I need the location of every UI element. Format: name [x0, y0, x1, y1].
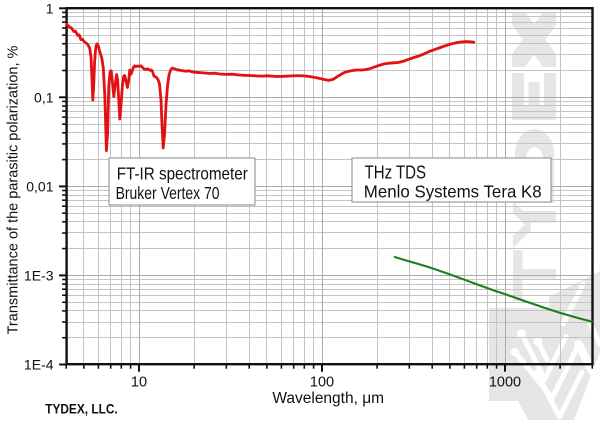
svg-text:Transmittance of the parasitic: Transmittance of the parasitic polarizat…: [6, 46, 22, 335]
svg-text:THz TDS: THz TDS: [365, 162, 426, 183]
svg-text:Menlo Systems Tera K8: Menlo Systems Tera K8: [364, 181, 542, 202]
svg-text:1000: 1000: [489, 375, 521, 391]
svg-text:1E-3: 1E-3: [24, 267, 54, 283]
svg-text:0,1: 0,1: [34, 89, 54, 105]
svg-text:1: 1: [46, 0, 54, 16]
svg-text:Bruker Vertex 70: Bruker Vertex 70: [116, 183, 220, 203]
svg-text:TYDEX, LLC.: TYDEX, LLC.: [45, 401, 118, 417]
svg-text:FT-IR spectrometer: FT-IR spectrometer: [117, 163, 249, 184]
svg-text:100: 100: [310, 375, 334, 391]
svg-text:Wavelength, μm: Wavelength, μm: [272, 390, 384, 407]
svg-text:10: 10: [131, 375, 147, 391]
svg-text:0,01: 0,01: [26, 178, 53, 194]
svg-text:1E-4: 1E-4: [24, 357, 54, 373]
